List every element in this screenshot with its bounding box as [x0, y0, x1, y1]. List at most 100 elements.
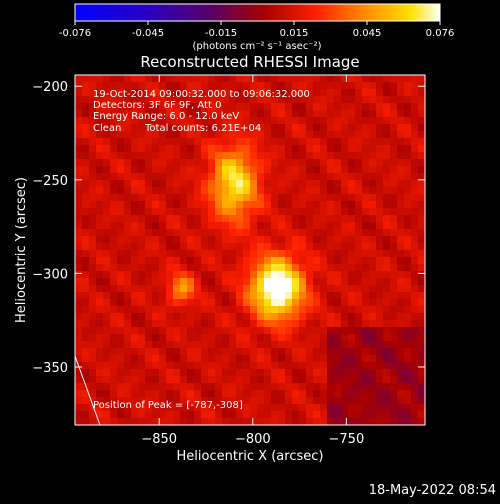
heatmap-cell	[306, 180, 314, 188]
heatmap-cell	[131, 208, 139, 216]
heatmap-cell	[180, 243, 188, 251]
heatmap-cell	[376, 138, 384, 146]
heatmap-cell	[222, 229, 230, 237]
heatmap-cell	[278, 334, 286, 342]
heatmap-cell	[82, 362, 90, 370]
heatmap-cell	[327, 369, 335, 377]
heatmap-cell	[250, 292, 258, 300]
heatmap-cell	[96, 320, 104, 328]
heatmap-cell	[82, 327, 90, 335]
heatmap-cell	[334, 103, 342, 111]
heatmap-cell	[159, 96, 167, 104]
heatmap-cell	[278, 173, 286, 181]
heatmap-cell	[390, 362, 398, 370]
heatmap-cell	[96, 257, 104, 265]
heatmap-cell	[306, 208, 314, 216]
heatmap-cell	[138, 383, 146, 391]
heatmap-cell	[96, 89, 104, 97]
heatmap-cell	[341, 89, 349, 97]
heatmap-cell	[404, 89, 412, 97]
heatmap-cell	[250, 250, 258, 258]
heatmap-cell	[138, 173, 146, 181]
heatmap-cell	[159, 390, 167, 398]
heatmap-cell	[117, 278, 125, 286]
heatmap-cell	[103, 355, 111, 363]
heatmap-cell	[341, 117, 349, 125]
heatmap-cell	[208, 369, 216, 377]
heatmap-cell	[383, 390, 391, 398]
heatmap-cell	[362, 355, 370, 363]
heatmap-cell	[201, 292, 209, 300]
heatmap-cell	[138, 299, 146, 307]
heatmap-cell	[285, 320, 293, 328]
heatmap-cell	[264, 369, 272, 377]
heatmap-cell	[89, 271, 97, 279]
heatmap-cell	[173, 362, 181, 370]
heatmap-cell	[418, 334, 425, 342]
heatmap-cell	[103, 194, 111, 202]
heatmap-cell	[229, 292, 237, 300]
heatmap-cell	[131, 397, 139, 405]
heatmap-cell	[348, 250, 356, 258]
heatmap-cell	[278, 159, 286, 167]
heatmap-cell	[383, 404, 391, 412]
heatmap-cell	[110, 250, 118, 258]
heatmap-cell	[348, 194, 356, 202]
heatmap-cell	[124, 229, 132, 237]
heatmap-cell	[411, 103, 419, 111]
heatmap-cell	[117, 341, 125, 349]
heatmap-cell	[376, 173, 384, 181]
heatmap-cell	[124, 299, 132, 307]
heatmap-cell	[264, 264, 272, 272]
heatmap-cell	[411, 397, 419, 405]
heatmap-cell	[299, 180, 307, 188]
heatmap-cell	[250, 362, 258, 370]
heatmap-cell	[229, 327, 237, 335]
heatmap-cell	[187, 306, 195, 314]
heatmap-cell	[201, 103, 209, 111]
heatmap-cell	[145, 152, 153, 160]
heatmap-cell	[390, 327, 398, 335]
heatmap-cell	[229, 75, 237, 83]
heatmap-cell	[376, 82, 384, 90]
heatmap-cell	[103, 376, 111, 384]
heatmap-cell	[348, 208, 356, 216]
heatmap-cell	[355, 411, 363, 419]
heatmap-cell	[341, 138, 349, 146]
heatmap-cell	[334, 117, 342, 125]
heatmap-cell	[411, 145, 419, 153]
heatmap-cell	[334, 187, 342, 195]
heatmap-cell	[75, 264, 83, 272]
heatmap-cell	[320, 96, 328, 104]
heatmap-cell	[355, 355, 363, 363]
heatmap-cell	[82, 152, 90, 160]
heatmap-cell	[75, 271, 83, 279]
heatmap-cell	[215, 145, 223, 153]
heatmap-cell	[201, 243, 209, 251]
heatmap-cell	[306, 355, 314, 363]
heatmap-cell	[236, 173, 244, 181]
heatmap-cell	[187, 215, 195, 223]
heatmap-cell	[236, 418, 244, 425]
heatmap-cell	[187, 313, 195, 321]
heatmap-cell	[96, 306, 104, 314]
heatmap-cell	[376, 362, 384, 370]
heatmap-cell	[159, 243, 167, 251]
heatmap-cell	[362, 327, 370, 335]
heatmap-cell	[187, 362, 195, 370]
heatmap-cell	[271, 229, 279, 237]
heatmap-cell	[96, 124, 104, 132]
heatmap-cell	[173, 194, 181, 202]
heatmap-cell	[166, 383, 174, 391]
heatmap-cell	[187, 411, 195, 419]
heatmap-cell	[257, 138, 265, 146]
heatmap-cell	[383, 313, 391, 321]
heatmap-cell	[229, 124, 237, 132]
heatmap-cell	[131, 201, 139, 209]
heatmap-cell	[362, 278, 370, 286]
heatmap-cell	[334, 348, 342, 356]
heatmap-cell	[299, 278, 307, 286]
heatmap-cell	[320, 327, 328, 335]
heatmap-cell	[411, 96, 419, 104]
heatmap-cell	[397, 75, 405, 83]
